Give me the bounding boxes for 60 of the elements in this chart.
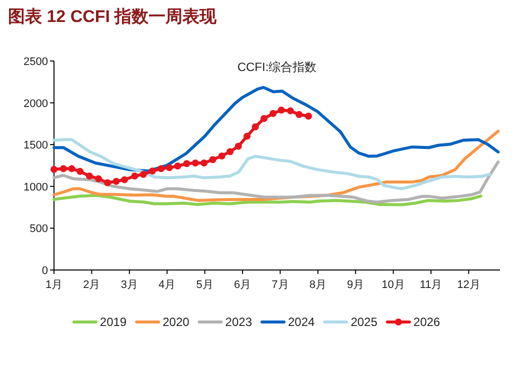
point xyxy=(252,123,259,130)
point xyxy=(260,115,268,122)
point xyxy=(121,176,128,184)
legend-label: 2019 xyxy=(100,315,127,329)
point xyxy=(158,165,165,172)
point xyxy=(76,168,84,175)
x-tick-label: 1月 xyxy=(45,279,63,291)
x-tick-label: 3月 xyxy=(120,279,138,291)
x-tick-label: 6月 xyxy=(234,279,252,291)
point xyxy=(304,112,312,120)
point xyxy=(94,175,102,182)
line-series xyxy=(52,138,492,190)
legend-label: 2020 xyxy=(162,315,190,329)
point xyxy=(244,132,251,140)
x-tick-label: 11月 xyxy=(420,279,442,291)
line-series xyxy=(52,194,482,206)
legend-label: 2026 xyxy=(413,315,440,329)
point xyxy=(218,152,226,160)
y-tick-label: 500 xyxy=(30,223,48,236)
point xyxy=(50,166,58,173)
point xyxy=(183,160,190,168)
point xyxy=(226,148,234,156)
legend-label: 2023 xyxy=(225,315,252,329)
x-tick-label: 8月 xyxy=(309,279,326,291)
x-tick-label: 2月 xyxy=(83,279,100,291)
point xyxy=(270,110,277,117)
x-tick-label: 9月 xyxy=(347,279,364,291)
legend-label: 2024 xyxy=(288,315,316,329)
point xyxy=(192,159,199,166)
point xyxy=(86,172,93,180)
x-tick-label: 4月 xyxy=(158,279,176,291)
legend-label: 2025 xyxy=(350,315,378,329)
point xyxy=(286,107,294,114)
y-tick-label: 1500 xyxy=(24,140,48,152)
point xyxy=(166,164,173,172)
point xyxy=(68,165,76,172)
point xyxy=(104,179,112,186)
line-series xyxy=(52,160,500,204)
point xyxy=(112,178,120,185)
point xyxy=(209,156,216,164)
y-tick-label: 1000 xyxy=(24,181,48,194)
point xyxy=(278,106,285,114)
y-tick-label: 2000 xyxy=(24,98,48,110)
x-tick-label: 10月 xyxy=(382,279,405,291)
x-tick-label: 12月 xyxy=(457,279,480,291)
point xyxy=(200,159,208,166)
y-tick-label: 0 xyxy=(42,265,48,277)
point xyxy=(140,170,147,178)
point xyxy=(296,111,303,118)
point xyxy=(148,168,156,175)
x-tick-label: 7月 xyxy=(272,279,289,291)
point xyxy=(60,165,67,172)
line-series xyxy=(52,86,500,173)
chart-title: 图表 12 CCFI 指数一周表现 xyxy=(8,7,218,26)
point xyxy=(174,162,182,170)
x-tick-label: 5月 xyxy=(196,279,214,291)
point xyxy=(131,172,138,180)
point xyxy=(234,142,242,150)
chart-subtitle: CCFI:综合指数 xyxy=(237,60,317,74)
y-tick-label: 2500 xyxy=(24,56,48,68)
